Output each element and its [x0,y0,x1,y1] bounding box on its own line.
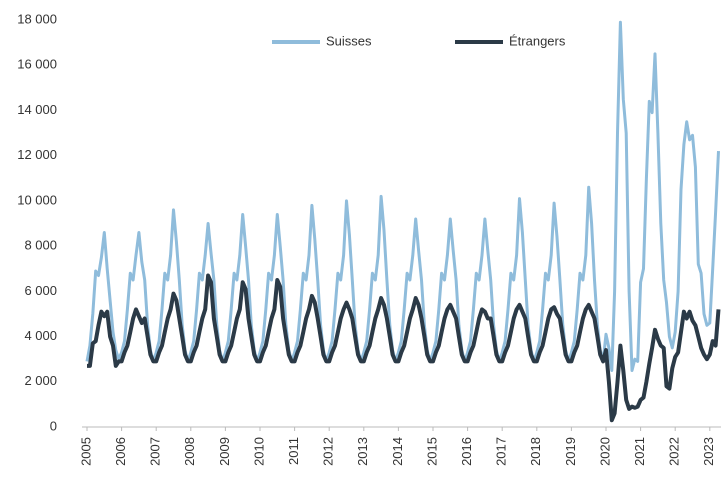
x-tick-label: 2008 [182,437,197,466]
y-tick-label: 0 [50,418,57,433]
x-tick-label: 2014 [390,437,405,466]
legend-label: Suisses [326,33,372,48]
series-line [87,273,721,423]
x-tick-label: 2016 [459,437,474,466]
x-tick-label: 2005 [78,437,93,466]
x-tick-label: 2018 [528,437,543,466]
y-tick-label: 10 000 [17,192,57,207]
series-line [85,20,720,372]
legend-label: Étrangers [509,33,566,48]
y-tick-label: 6 000 [24,283,57,298]
x-tick-label: 2006 [113,437,128,466]
x-tick-label: 2015 [424,437,439,466]
x-tick-label: 2021 [632,437,647,466]
x-tick-label: 2011 [286,437,301,465]
x-tick-label: 2019 [563,437,578,466]
y-tick-label: 2 000 [24,373,57,388]
x-tick-label: 2020 [597,437,612,466]
x-tick-label: 2010 [251,437,266,466]
y-tick-label: 14 000 [17,102,57,117]
y-tick-label: 16 000 [17,57,57,72]
x-tick-label: 2023 [701,437,716,466]
x-tick-label: 2017 [494,437,509,466]
x-tick-label: 2007 [148,437,163,466]
x-tick-label: 2022 [667,437,682,466]
x-tick-label: 2013 [355,437,370,466]
y-tick-label: 8 000 [24,238,57,253]
y-tick-label: 18 000 [17,11,57,26]
x-tick-label: 2009 [217,437,232,466]
x-tick-label: 2012 [321,437,336,466]
y-tick-label: 12 000 [17,147,57,162]
y-tick-label: 4 000 [24,328,57,343]
